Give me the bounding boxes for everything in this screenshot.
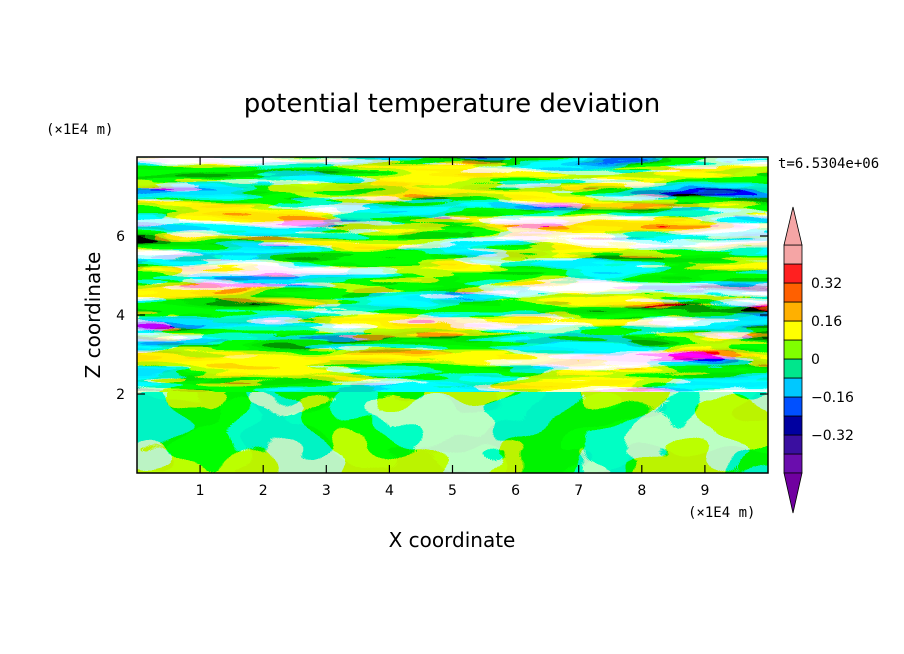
colorbar-segment bbox=[783, 358, 803, 379]
colorbar-segment bbox=[783, 282, 803, 303]
x-tick-label: 3 bbox=[322, 483, 331, 499]
y-axis-unit: (×1E4 m) bbox=[46, 122, 113, 138]
x-tick-label: 2 bbox=[259, 483, 268, 499]
colorbar-segment bbox=[783, 434, 803, 455]
colorbar-tick-label: 0.16 bbox=[811, 314, 842, 330]
x-tick-label: 7 bbox=[574, 483, 583, 499]
field-lower bbox=[137, 392, 768, 473]
colorbar-tick-label: −0.16 bbox=[811, 390, 854, 406]
colorbar-segment bbox=[783, 453, 803, 474]
colorbar-segment bbox=[783, 301, 803, 322]
colorbar-segment bbox=[783, 263, 803, 284]
colorbar-segment bbox=[783, 415, 803, 436]
x-tick-label: 5 bbox=[448, 483, 457, 499]
x-axis-label: X coordinate bbox=[389, 528, 516, 552]
x-axis-unit: (×1E4 m) bbox=[688, 505, 755, 521]
colorbar: 0.32 0.16 0 −0.16 −0.32 bbox=[783, 206, 854, 514]
x-tick-label: 8 bbox=[637, 483, 646, 499]
colorbar-tick-label: 0 bbox=[811, 352, 820, 368]
y-tick-label: 6 bbox=[116, 229, 125, 245]
colorbar-segment bbox=[783, 320, 803, 341]
y-tick-label: 2 bbox=[116, 387, 125, 403]
plot-area bbox=[137, 157, 768, 473]
colorbar-segment bbox=[783, 396, 803, 417]
colorbar-tick-label: 0.32 bbox=[811, 276, 842, 292]
colorbar-segment bbox=[783, 244, 803, 265]
x-tick-label: 6 bbox=[511, 483, 520, 499]
time-label: t=6.5304e+06 bbox=[778, 156, 879, 172]
x-axis-ticks: 1 2 3 4 5 6 7 8 9 bbox=[196, 157, 709, 499]
field-upper bbox=[137, 157, 768, 392]
colorbar-segment bbox=[783, 339, 803, 360]
x-tick-label: 4 bbox=[385, 483, 394, 499]
chart-title: potential temperature deviation bbox=[244, 89, 660, 119]
colorbar-tick-label: −0.32 bbox=[811, 428, 854, 444]
x-tick-label: 9 bbox=[700, 483, 709, 499]
y-axis-ticks: 2 4 6 bbox=[116, 229, 768, 403]
x-tick-label: 1 bbox=[196, 483, 205, 499]
y-tick-label: 4 bbox=[116, 308, 125, 324]
y-axis-label: Z coordinate bbox=[81, 252, 105, 379]
colorbar-over-arrow bbox=[783, 206, 803, 246]
colorbar-under-arrow bbox=[783, 472, 803, 514]
colorbar-segment bbox=[783, 377, 803, 398]
